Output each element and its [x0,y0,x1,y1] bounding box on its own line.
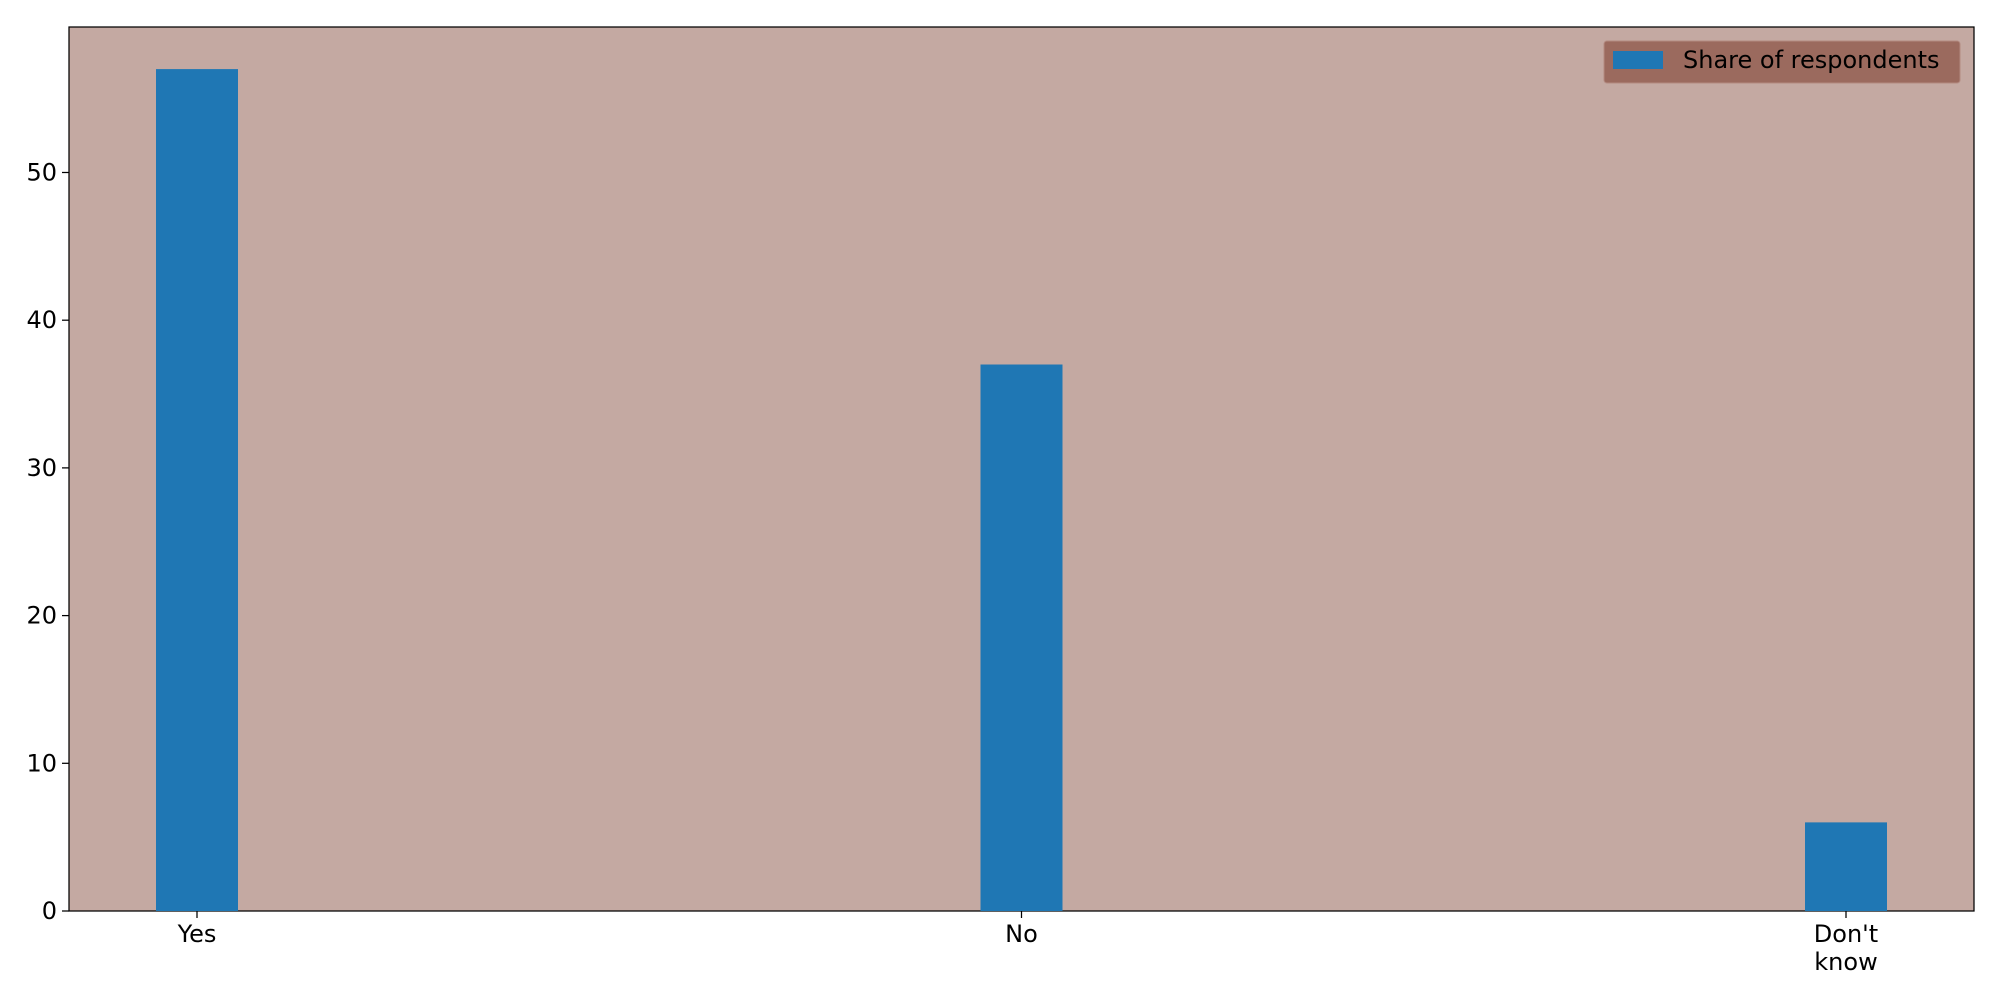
legend: Share of respondents [1603,40,1961,84]
legend-box [1603,40,1961,84]
y-tick-label-5: 50 [26,158,57,186]
bars-layer [156,69,1887,912]
bar-2 [1805,822,1887,911]
y-tick-label-1: 10 [26,749,57,777]
legend-swatch [1613,51,1663,69]
x-tick-label-1: No [1005,920,1038,948]
bar-0 [156,69,238,912]
x-axis: Yes No Don't know [177,911,1878,976]
y-tick-label-2: 20 [26,602,57,630]
y-axis: 0 10 20 30 40 50 [26,158,69,925]
legend-label: Share of respondents [1683,46,1940,74]
y-tick-label-4: 40 [26,306,57,334]
x-tick-label-0: Yes [177,920,217,948]
bar-1 [980,364,1063,911]
y-tick-label-3: 30 [26,454,57,482]
x-tick-label-2: Don't know [1814,920,1878,976]
y-tick-label-0: 0 [42,897,57,925]
